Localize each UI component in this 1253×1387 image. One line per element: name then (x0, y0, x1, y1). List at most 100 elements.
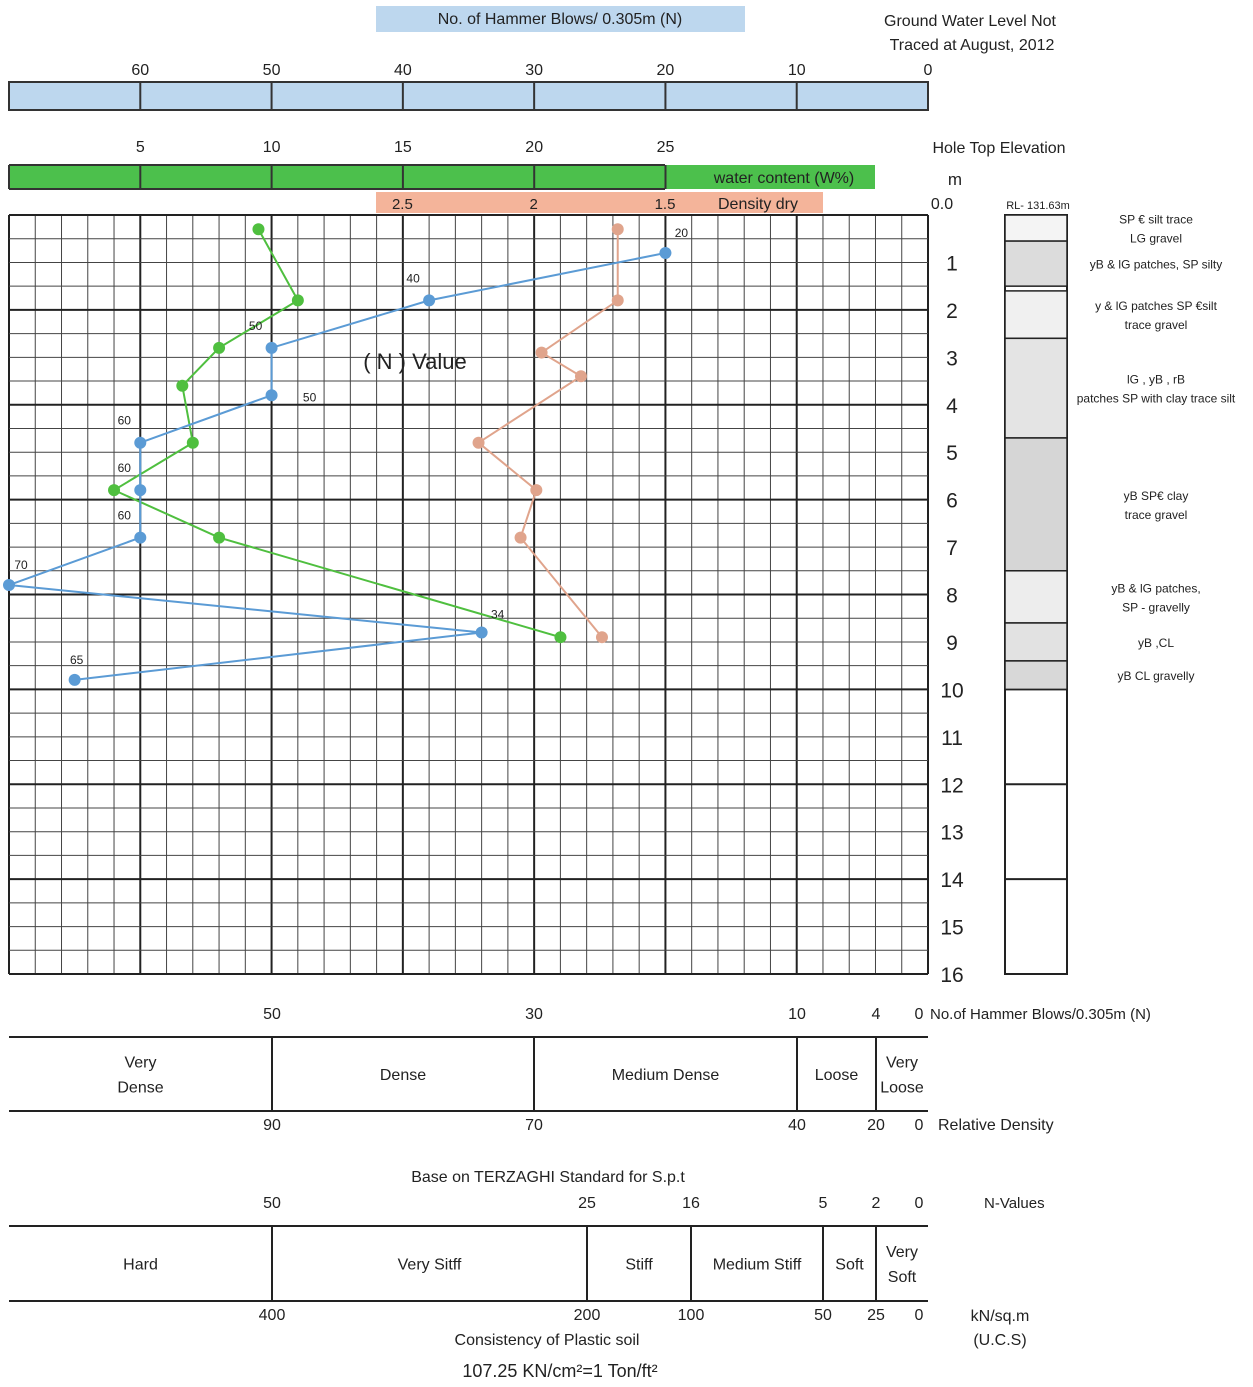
hammer-title-box (376, 6, 745, 32)
water-content-bar (9, 165, 875, 189)
water-content-point (213, 341, 226, 354)
relative-density-top-label: No.of Hammer Blows/0.305m (N) (930, 1006, 1151, 1023)
relative-density-bottom-label: Relative Density (938, 1117, 1054, 1134)
dry-density-point (611, 294, 624, 307)
relative-density-top-tick: 50 (263, 1006, 281, 1023)
consistency-top-tick: 25 (578, 1195, 596, 1212)
stratum-layer (1004, 622, 1068, 662)
depth-tick: 1 (946, 252, 958, 275)
water-content-series (108, 223, 567, 644)
consistency-table: 50 25 16 5 2 0 400 200 100 50 25 0 Hard Very Sitff Sti… (9, 1195, 1045, 1324)
water-content-point (554, 631, 567, 644)
stratum-layer (1004, 337, 1068, 439)
n-value-data-label: 34 (491, 607, 505, 621)
water-scale-tick: 10 (263, 139, 281, 156)
ground-water-line2: Traced at August, 2012 (890, 37, 1055, 54)
water-scale-tick: 25 (657, 139, 675, 156)
n-value-point (423, 294, 436, 307)
stratum-layer (1004, 570, 1068, 624)
consistency-bottom-tick: 25 (867, 1307, 885, 1324)
relative-density-cell-text: Loose (815, 1067, 859, 1084)
depth-tick: 11 (941, 727, 963, 750)
water-scale-tick: 15 (394, 139, 412, 156)
strata-column: SP € silt trace LG gravel yB & lG patches,… (1004, 213, 1236, 975)
stratum-description: yB CL gravelly (1118, 669, 1195, 683)
n-value-data-label: 20 (675, 226, 689, 240)
stratum-description: y & lG patches SP €silt (1095, 299, 1218, 313)
chart-grid (8, 214, 929, 975)
hammer-scale-tick: 30 (525, 62, 543, 79)
relative-density-cell-text: Medium Dense (612, 1067, 720, 1084)
hammer-scale-tick: 50 (263, 62, 281, 79)
n-value-data-label: 60 (118, 509, 132, 523)
hammer-scale-bar (8, 81, 929, 111)
water-content-point (213, 531, 226, 544)
consistency-top-tick: 5 (819, 1195, 828, 1212)
stratum-layer (1004, 660, 1068, 691)
water-content-point (186, 436, 199, 449)
relative-density-cell-text: Very (124, 1055, 156, 1072)
depth-tick: 2 (946, 300, 958, 323)
n-value-point (134, 484, 147, 497)
stratum-description: yB SP€ clay (1124, 489, 1189, 503)
n-value-point (265, 389, 278, 402)
dry-density-point (472, 436, 485, 449)
dry-density-point (514, 531, 527, 544)
conversion-note: 107.25 KN/cm²=1 Ton/ft² (462, 1361, 657, 1381)
n-value-point (134, 531, 147, 544)
consistency-top-label: N-Values (984, 1195, 1045, 1212)
consistency-top-tick: 0 (915, 1195, 924, 1212)
depth-tick: 15 (940, 917, 963, 940)
terzaghi-caption: Base on TERZAGHI Standard for S.p.t (411, 1169, 685, 1186)
relative-density-bottom-tick: 70 (525, 1117, 543, 1134)
density-scale-tick: 1.5 (655, 196, 676, 213)
hammer-scale-tick: 10 (788, 62, 806, 79)
consistency-caption: Consistency of Plastic soil (455, 1332, 640, 1349)
ucs-unit-line1: kN/sq.m (971, 1308, 1030, 1325)
n-value-point (68, 673, 81, 686)
n-value-data-label: 60 (118, 461, 132, 475)
dry-density-point (535, 346, 548, 359)
ucs-unit-line2: (U.C.S) (973, 1332, 1026, 1349)
water-content-point (176, 379, 189, 392)
relative-density-bottom-tick: 90 (263, 1117, 281, 1134)
stratum-layer (1004, 290, 1068, 340)
ground-water-line1: Ground Water Level Not (884, 13, 1056, 30)
dry-density-point (611, 223, 624, 236)
depth-tick: 9 (946, 632, 958, 655)
stratum-description: yB & lG patches, (1111, 581, 1200, 595)
consistency-top-tick: 2 (872, 1195, 881, 1212)
chart-axes: 60 50 40 30 20 10 05 10 15 20 252.5 2 1.5 0.012345678… (8, 62, 964, 987)
stratum-layer (1004, 240, 1068, 287)
water-content-label: water content (W%) (713, 170, 854, 187)
depth-unit: m (948, 170, 962, 189)
stratum-description: lG , yB , rB (1127, 373, 1185, 387)
relative-density-top-tick: 4 (872, 1006, 881, 1023)
depth-tick: 10 (940, 679, 963, 702)
stratum-layer (1004, 214, 1068, 242)
hammer-scale-tick: 0 (924, 62, 933, 79)
relative-density-cell-text: Dense (380, 1067, 426, 1084)
n-value-data-label: 40 (406, 271, 420, 285)
stratum-description: SP - gravelly (1122, 600, 1190, 614)
n-value-line (8, 251, 666, 681)
relative-density-cell-text: Dense (117, 1080, 163, 1097)
water-content-point (252, 223, 265, 236)
dry-density-series (472, 223, 624, 644)
relative-density-bottom-tick: 20 (867, 1117, 885, 1134)
dry-density-line (476, 229, 619, 638)
density-label: Density dry (718, 196, 798, 213)
density-scale-tick: 2.5 (392, 196, 413, 213)
stratum-description: patches SP with clay trace silt (1077, 392, 1236, 406)
depth-tick: 3 (946, 347, 958, 370)
hole-top-label: Hole Top Elevation (932, 140, 1065, 157)
n-value-point (3, 579, 15, 592)
relative-density-bottom-tick: 0 (915, 1117, 924, 1134)
hammer-title: No. of Hammer Blows/ 0.305m (N) (438, 11, 683, 28)
water-scale-tick: 5 (136, 139, 145, 156)
consistency-bottom-tick: 50 (814, 1307, 832, 1324)
consistency-top-tick: 16 (682, 1195, 700, 1212)
water-content-line (111, 228, 561, 639)
dry-density-point (574, 370, 587, 383)
water-scale-tick: 20 (525, 139, 543, 156)
